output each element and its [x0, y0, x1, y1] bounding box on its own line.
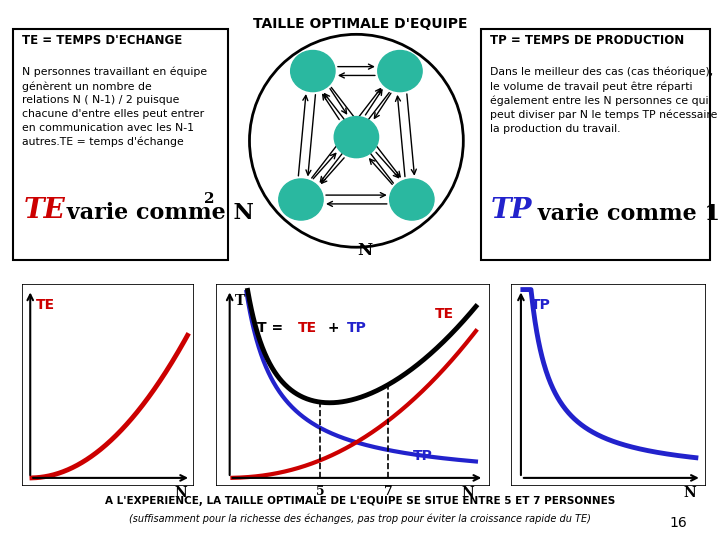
Text: TP = TEMPS DE PRODUCTION: TP = TEMPS DE PRODUCTION: [490, 34, 685, 47]
Text: N: N: [462, 486, 474, 500]
FancyBboxPatch shape: [511, 284, 706, 486]
FancyBboxPatch shape: [216, 284, 490, 486]
Text: A L'EXPERIENCE, LA TAILLE OPTIMALE DE L'EQUIPE SE SITUE ENTRE 5 ET 7 PERSONNES: A L'EXPERIENCE, LA TAILLE OPTIMALE DE L'…: [105, 496, 615, 506]
Text: TE = TEMPS D'ECHANGE: TE = TEMPS D'ECHANGE: [22, 34, 182, 47]
Text: 2: 2: [204, 192, 215, 206]
Text: TE: TE: [298, 321, 318, 335]
Text: +: +: [323, 321, 344, 335]
Circle shape: [378, 51, 422, 92]
Text: N personnes travaillant en équipe
génèrent un nombre de
relations N ( N-1) / 2 p: N personnes travaillant en équipe génère…: [22, 67, 207, 147]
Text: TP: TP: [347, 321, 367, 335]
Text: TAILLE OPTIMALE D'EQUIPE: TAILLE OPTIMALE D'EQUIPE: [253, 17, 467, 31]
Text: N: N: [684, 486, 696, 500]
Text: 5: 5: [315, 485, 324, 498]
FancyBboxPatch shape: [22, 284, 194, 486]
Text: T =: T =: [257, 321, 288, 335]
Text: T: T: [235, 294, 246, 308]
Text: TP: TP: [413, 449, 433, 463]
Text: N: N: [356, 242, 372, 259]
Text: TE: TE: [35, 298, 55, 312]
Text: varie comme N: varie comme N: [59, 202, 254, 224]
Circle shape: [291, 51, 335, 92]
Text: varie comme 1/N: varie comme 1/N: [530, 202, 720, 224]
FancyBboxPatch shape: [13, 29, 228, 260]
Text: TP: TP: [531, 298, 551, 312]
Text: 7: 7: [384, 485, 392, 498]
Circle shape: [279, 179, 323, 220]
Circle shape: [334, 117, 379, 158]
Text: TE: TE: [435, 307, 454, 321]
Circle shape: [390, 179, 434, 220]
Text: (suffisamment pour la richesse des échanges, pas trop pour éviter la croissance : (suffisamment pour la richesse des échan…: [129, 513, 591, 524]
Text: Dans le meilleur des cas (cas théorique),
le volume de travail peut être réparti: Dans le meilleur des cas (cas théorique)…: [490, 67, 720, 134]
Text: N: N: [174, 486, 187, 500]
Text: 16: 16: [670, 516, 688, 530]
FancyBboxPatch shape: [481, 29, 711, 260]
Text: TP: TP: [490, 197, 532, 224]
Text: TE: TE: [24, 197, 66, 224]
